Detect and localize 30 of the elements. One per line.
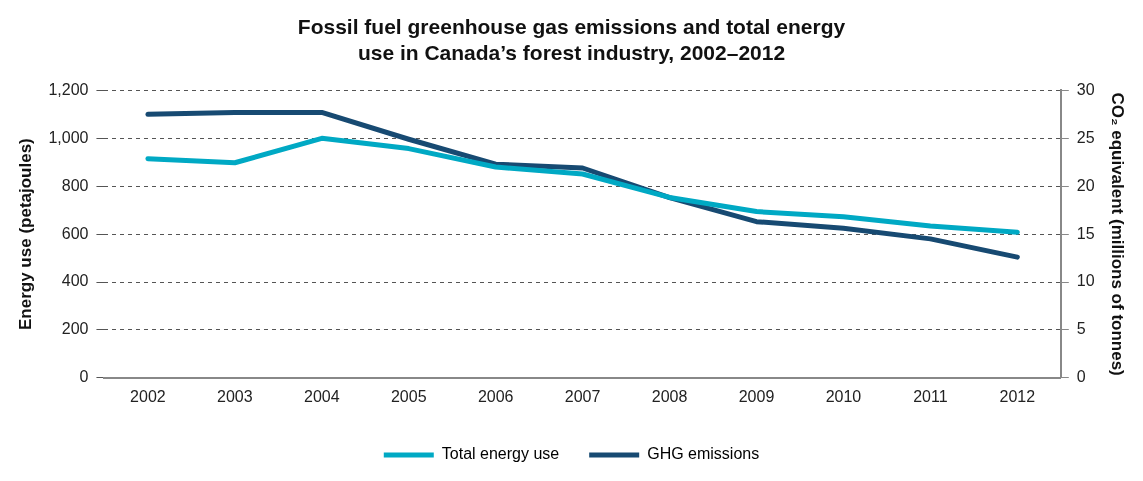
y2-tick-label: 15 bbox=[1076, 224, 1095, 242]
y2-tick-label: 10 bbox=[1076, 272, 1095, 290]
y-tick-label: 1,200 bbox=[48, 80, 89, 98]
x-tick-label: 2010 bbox=[825, 387, 862, 405]
x-tick-label: 2002 bbox=[130, 387, 166, 405]
x-tick-label: 2007 bbox=[564, 387, 601, 405]
y-tick-label: 0 bbox=[79, 368, 89, 386]
y2-tick-label: 5 bbox=[1076, 320, 1086, 338]
legend-label: Total energy use bbox=[441, 445, 560, 463]
y2-tick-label: 20 bbox=[1076, 176, 1095, 194]
chart-title: Fossil fuel greenhouse gas emissions and total energy use in Canada’s forest industry, 2002–2012 bbox=[297, 15, 846, 64]
x-tick-label: 2009 bbox=[738, 387, 775, 405]
x-tick-label: 2003 bbox=[217, 387, 253, 405]
y-tick-label: 200 bbox=[61, 320, 89, 338]
y-tick-label: 800 bbox=[61, 176, 89, 194]
x-tick-label: 2012 bbox=[999, 387, 1036, 405]
x-tick-label: 2006 bbox=[477, 387, 514, 405]
x-tick-label: 2008 bbox=[651, 387, 688, 405]
y2-tick-label: 30 bbox=[1076, 80, 1095, 98]
legend-label: GHG emissions bbox=[647, 445, 760, 463]
y2-tick-label: 25 bbox=[1076, 128, 1095, 146]
x-tick-label: 2011 bbox=[913, 387, 948, 405]
y-tick-label: 400 bbox=[61, 272, 89, 290]
y2-tick-label: 0 bbox=[1076, 368, 1086, 386]
x-tick-label: 2005 bbox=[390, 387, 427, 405]
x-tick-label: 2004 bbox=[304, 387, 340, 405]
y-tick-label: 600 bbox=[61, 224, 89, 242]
y-axis-title: Energy use (petajoules) bbox=[15, 138, 35, 330]
y2-axis-title: CO₂ equivalent (millions of tonnes) bbox=[1108, 92, 1128, 376]
y-tick-label: 1,000 bbox=[48, 128, 89, 146]
